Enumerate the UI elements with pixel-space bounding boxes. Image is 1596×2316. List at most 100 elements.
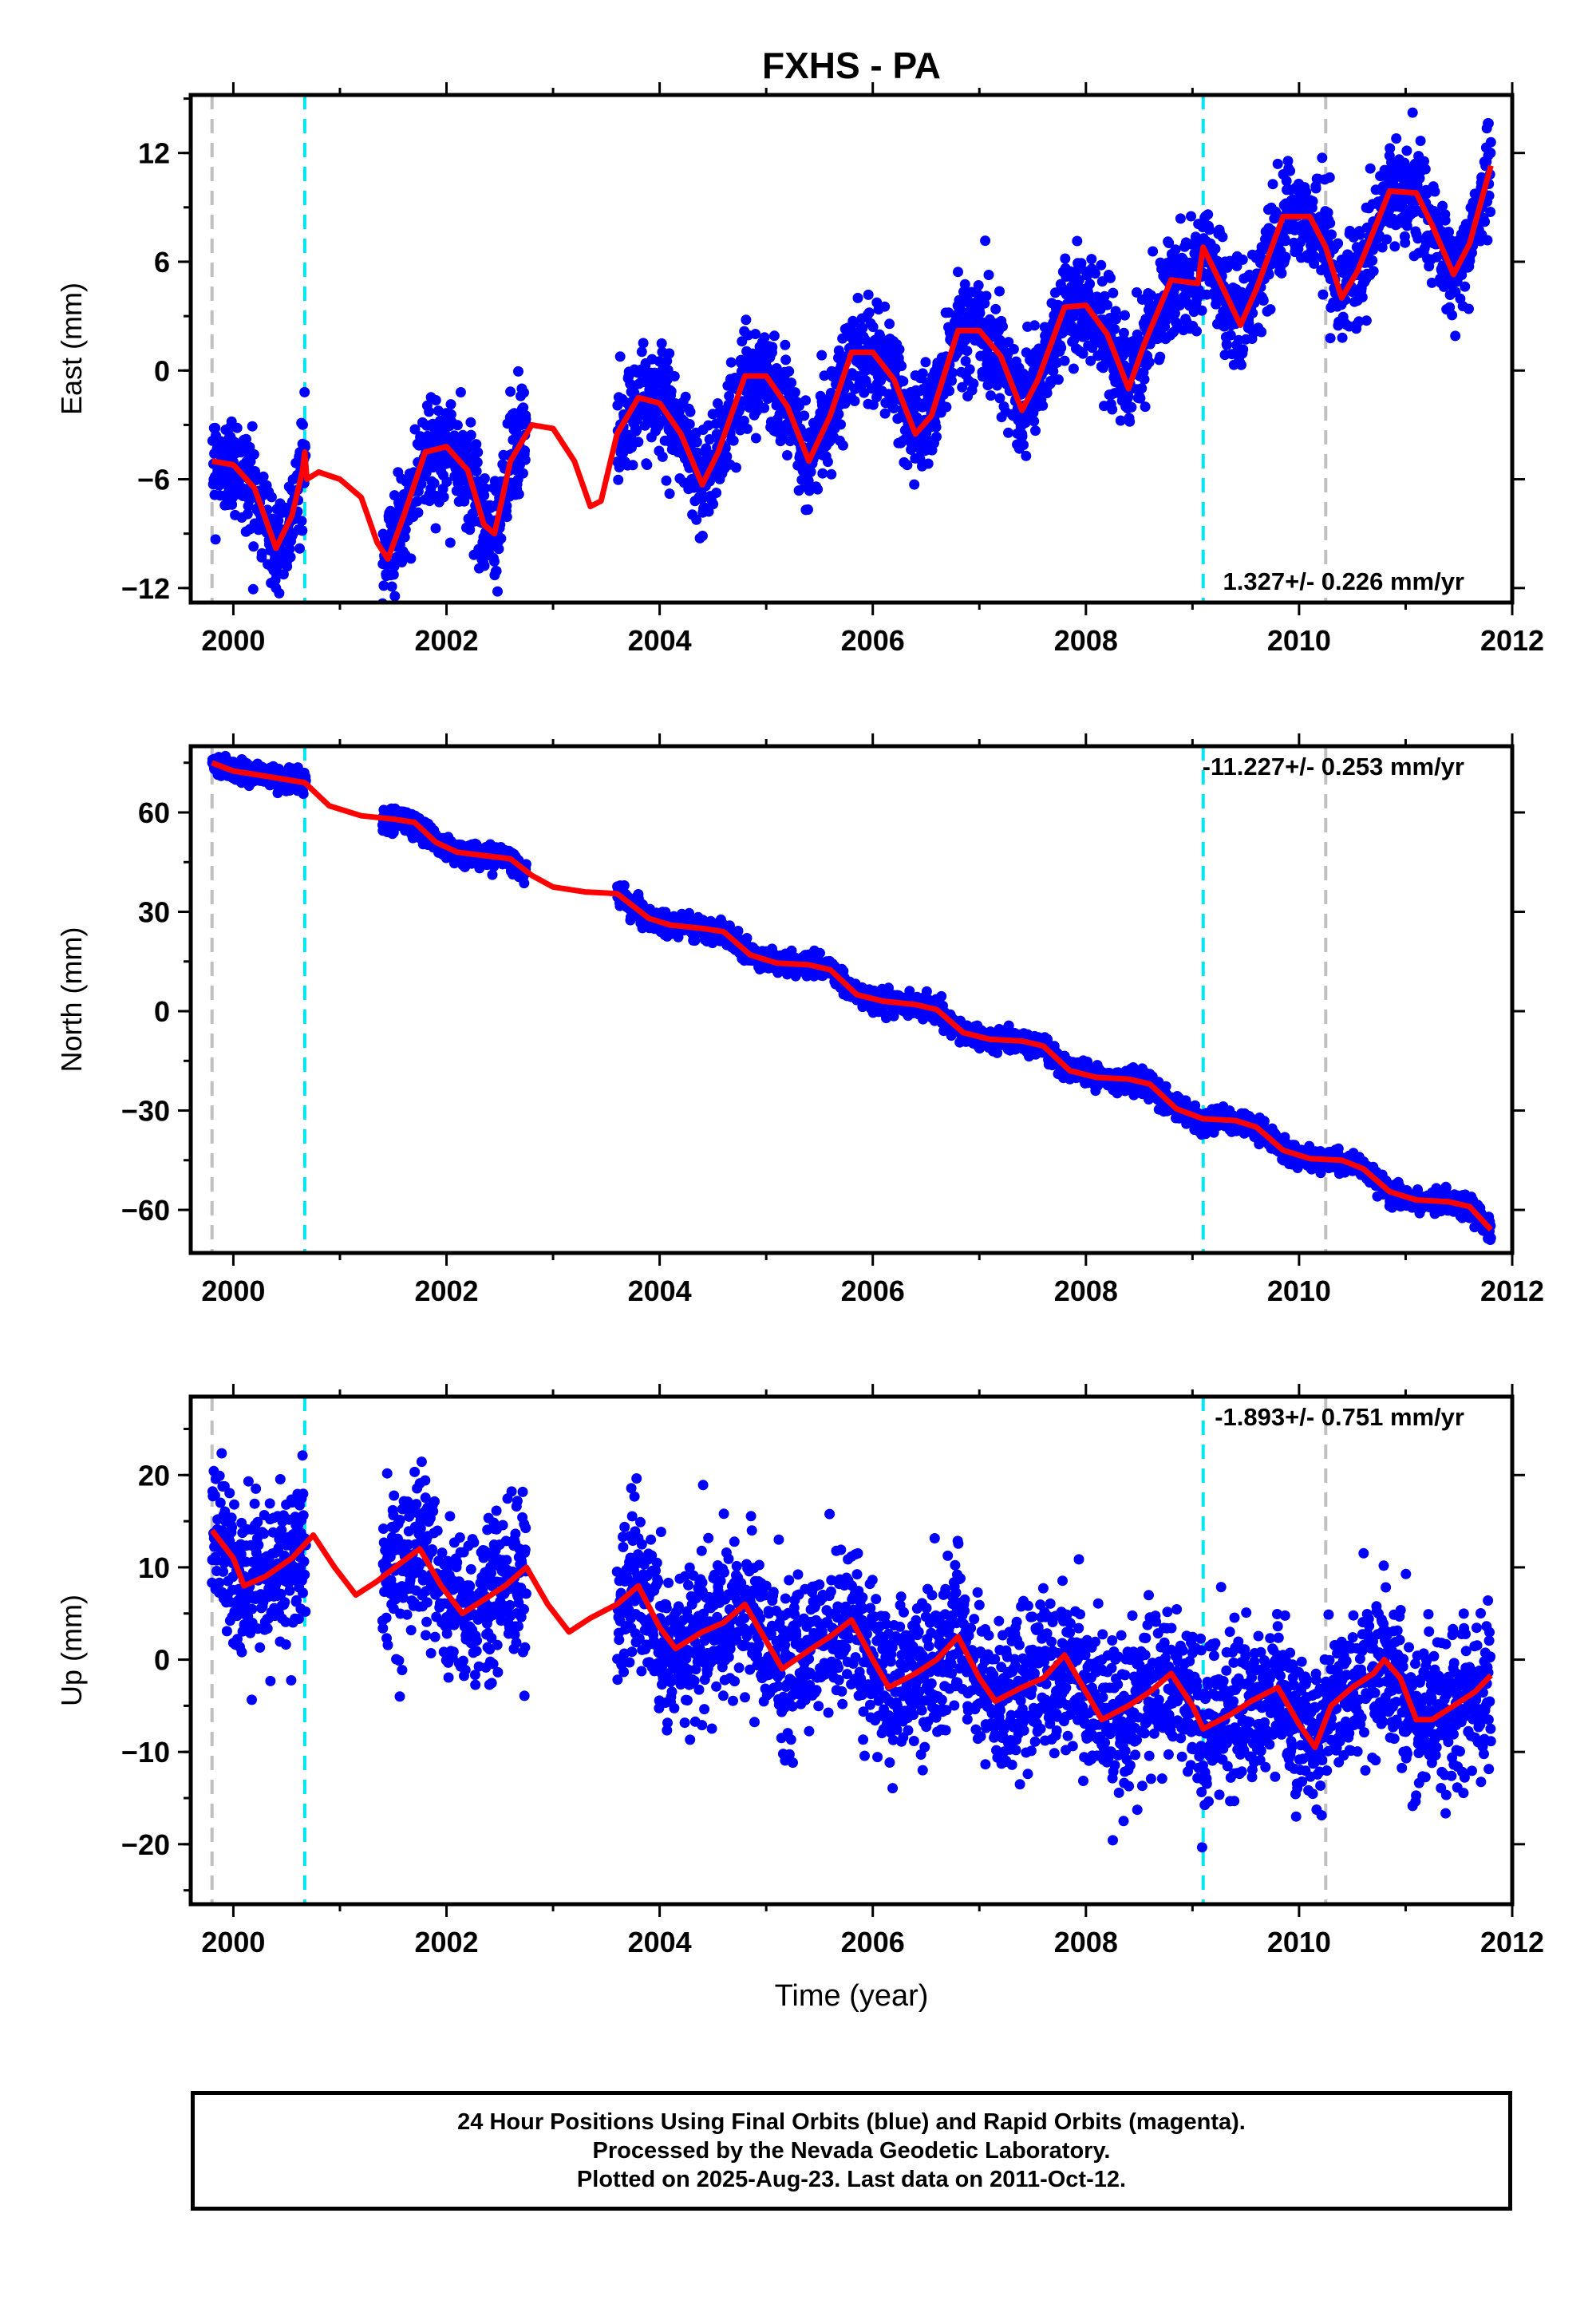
data-point bbox=[1389, 241, 1400, 252]
data-point bbox=[1464, 255, 1476, 267]
data-point bbox=[1272, 158, 1283, 169]
data-point bbox=[282, 561, 293, 572]
data-point bbox=[285, 551, 296, 563]
data-point bbox=[959, 279, 970, 290]
data-point bbox=[1056, 342, 1067, 354]
fit-line bbox=[211, 164, 1494, 562]
data-point bbox=[479, 560, 490, 571]
data-point bbox=[888, 403, 899, 413]
data-point bbox=[1210, 243, 1221, 255]
data-point bbox=[210, 534, 221, 545]
data-point bbox=[1357, 291, 1368, 302]
data-point bbox=[459, 496, 470, 507]
data-point bbox=[1186, 211, 1196, 222]
data-point bbox=[247, 583, 259, 595]
data-point bbox=[771, 363, 782, 373]
data-point bbox=[258, 471, 269, 482]
data-point bbox=[803, 504, 813, 515]
data-point bbox=[731, 462, 741, 473]
data-point bbox=[1204, 224, 1215, 235]
data-point bbox=[633, 437, 644, 448]
data-point bbox=[1460, 281, 1471, 292]
data-point bbox=[519, 878, 530, 889]
data-point bbox=[1317, 289, 1329, 300]
data-point bbox=[898, 376, 909, 387]
data-point bbox=[1169, 308, 1180, 319]
data-point bbox=[231, 422, 243, 433]
data-point bbox=[779, 427, 790, 438]
data-point bbox=[1325, 218, 1336, 229]
data-point bbox=[704, 434, 715, 445]
data-point bbox=[241, 433, 251, 445]
data-point bbox=[386, 581, 397, 592]
data-point bbox=[800, 395, 812, 406]
data-point bbox=[1203, 209, 1214, 220]
data-point bbox=[627, 460, 638, 471]
data-point bbox=[501, 512, 512, 523]
data-point bbox=[759, 332, 770, 343]
data-point bbox=[455, 387, 466, 397]
data-point bbox=[931, 431, 942, 442]
data-point bbox=[1450, 330, 1461, 342]
data-point bbox=[1282, 156, 1294, 167]
data-point bbox=[389, 561, 400, 572]
data-point bbox=[409, 424, 421, 435]
data-point bbox=[708, 499, 719, 510]
data-point bbox=[941, 401, 952, 413]
data-point bbox=[297, 525, 308, 536]
data-point bbox=[685, 406, 696, 417]
data-point bbox=[759, 402, 770, 413]
data-point bbox=[741, 933, 753, 943]
data-point bbox=[1485, 207, 1496, 217]
x-tick-label: 2002 bbox=[414, 624, 478, 657]
data-point bbox=[389, 591, 401, 602]
data-point bbox=[464, 524, 476, 536]
data-point bbox=[1140, 401, 1151, 413]
data-point bbox=[867, 322, 879, 333]
data-point bbox=[1041, 388, 1053, 398]
data-point bbox=[445, 409, 456, 420]
data-point bbox=[1238, 344, 1249, 355]
data-point bbox=[405, 553, 417, 564]
data-point bbox=[857, 322, 868, 334]
data-point bbox=[980, 235, 991, 247]
data-point bbox=[248, 541, 259, 552]
data-point bbox=[1132, 287, 1142, 298]
data-point bbox=[711, 488, 722, 498]
data-point bbox=[782, 450, 792, 460]
data-point bbox=[1021, 450, 1032, 461]
data-point bbox=[493, 543, 504, 555]
data-point bbox=[896, 361, 907, 372]
data-point bbox=[1237, 254, 1248, 265]
panel-east: 2000 2002 2004 2006 2008 2010 20121260−6−12Eas… bbox=[55, 82, 1544, 657]
data-point bbox=[519, 454, 531, 465]
data-point bbox=[1037, 400, 1049, 411]
data-point bbox=[487, 869, 498, 880]
y-tick-label: −6 bbox=[137, 464, 170, 496]
data-point bbox=[1136, 383, 1148, 394]
y-tick-label: 12 bbox=[138, 137, 170, 170]
figure-title: FXHS - PA bbox=[762, 45, 941, 86]
data-point bbox=[210, 422, 221, 433]
data-point bbox=[917, 368, 928, 379]
data-point bbox=[247, 421, 258, 432]
data-point bbox=[661, 475, 672, 486]
data-point bbox=[982, 380, 994, 391]
data-point bbox=[750, 329, 761, 339]
data-point bbox=[1309, 258, 1320, 269]
data-point bbox=[1381, 234, 1393, 245]
data-point bbox=[518, 402, 529, 413]
data-point bbox=[780, 339, 791, 350]
data-point bbox=[1256, 326, 1267, 338]
data-point bbox=[1107, 404, 1118, 415]
data-point bbox=[805, 466, 816, 477]
data-point bbox=[920, 357, 931, 368]
data-point bbox=[491, 566, 502, 576]
data-point bbox=[1426, 277, 1437, 288]
data-point bbox=[479, 473, 490, 484]
data-point bbox=[1412, 233, 1424, 244]
data-point bbox=[1003, 337, 1014, 348]
data-point bbox=[1368, 266, 1379, 277]
data-point bbox=[894, 344, 905, 355]
data-point bbox=[1068, 363, 1079, 374]
